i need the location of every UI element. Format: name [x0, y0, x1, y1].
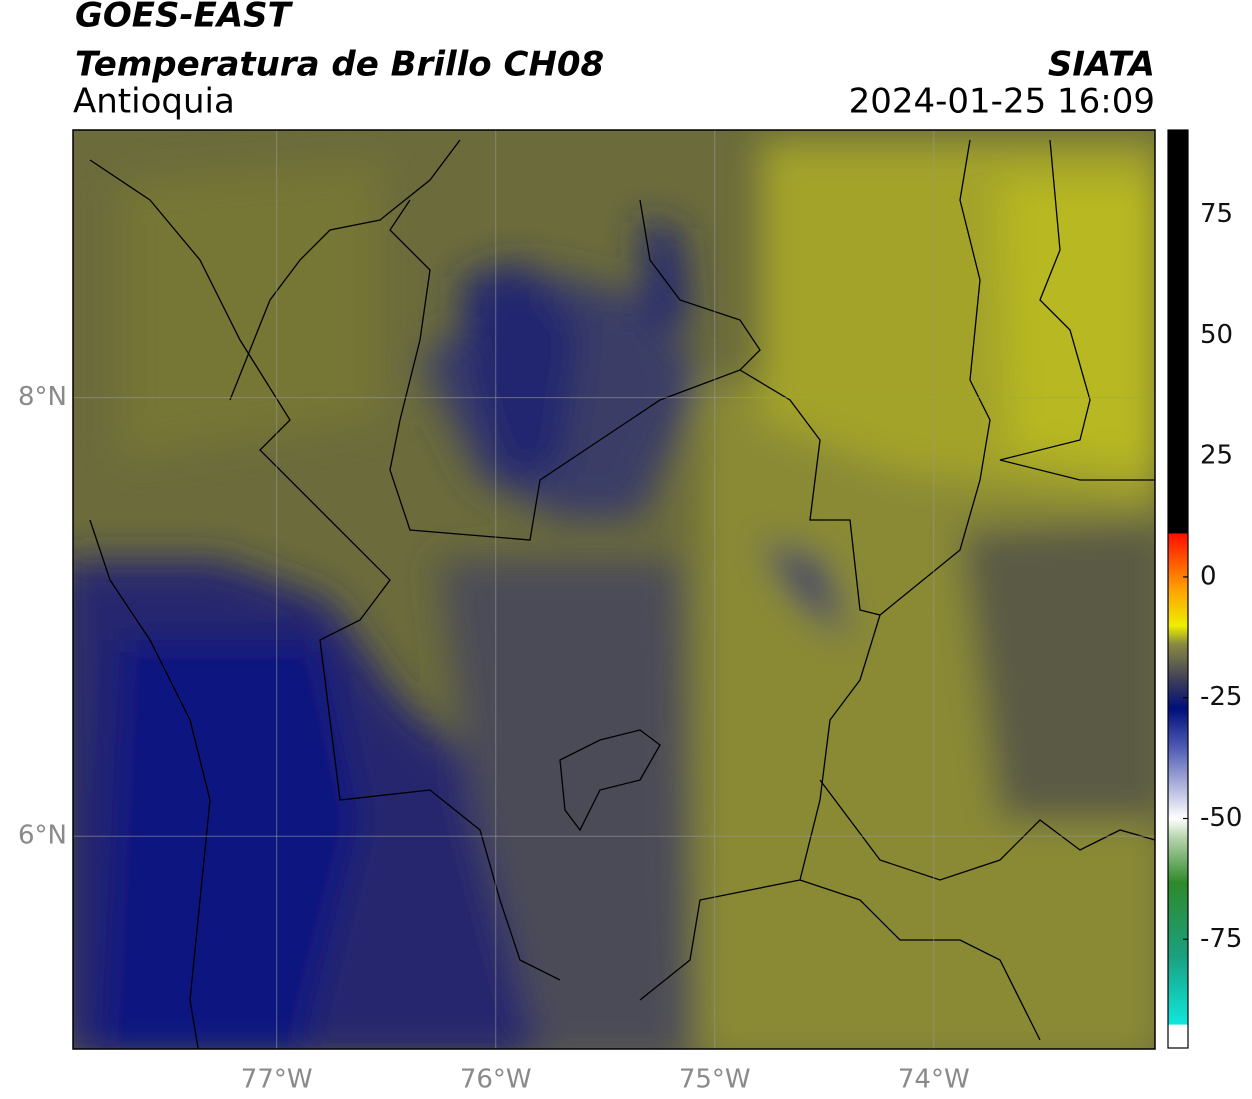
x-tick-label: 76°W	[460, 1065, 532, 1095]
map	[73, 130, 1155, 1049]
x-tick-label: 74°W	[898, 1065, 970, 1095]
colorbar-tick-label: 75	[1200, 199, 1233, 229]
map-frame	[72, 129, 1156, 1050]
colorbar-tick-label: 0	[1200, 561, 1217, 591]
colorbar-tick-label: 25	[1200, 441, 1233, 471]
region: Antioquia	[73, 82, 235, 122]
y-tick-label: 8°N	[18, 382, 67, 412]
colorbar-tick-label: -25	[1200, 682, 1242, 712]
timestamp: 2024-01-25 16:09	[849, 82, 1155, 122]
title: GOES-EAST	[75, 0, 294, 36]
colorbar-tick-label: -75	[1200, 924, 1242, 954]
colorbar-tick-label: 50	[1200, 320, 1233, 350]
colorbar-tick-label: -50	[1200, 803, 1242, 833]
x-tick-label: 77°W	[241, 1065, 313, 1095]
grid	[73, 130, 1155, 1049]
colorbar	[1167, 129, 1189, 1049]
subtitle: Temperatura de Brillo CH08	[75, 45, 604, 85]
y-tick-label: 6°N	[18, 821, 67, 851]
x-tick-label: 75°W	[679, 1065, 751, 1095]
source: SIATA	[1048, 45, 1155, 85]
